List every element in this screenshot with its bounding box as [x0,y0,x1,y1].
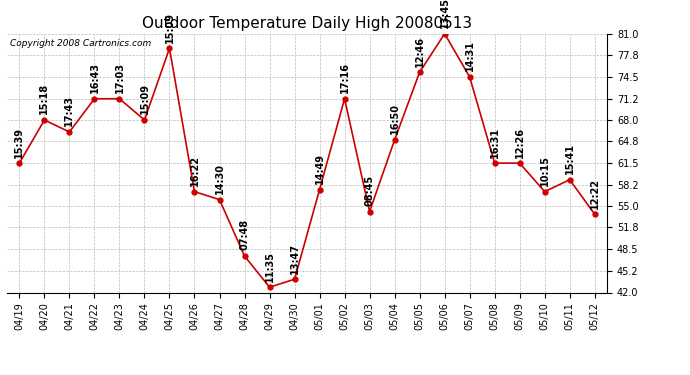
Text: 16:50: 16:50 [390,104,400,134]
Text: 10:15: 10:15 [540,155,550,186]
Text: 12:26: 12:26 [515,127,524,158]
Text: 17:16: 17:16 [339,62,350,93]
Text: 13:47: 13:47 [290,243,299,274]
Text: 17:43: 17:43 [64,95,75,126]
Text: 17:03: 17:03 [115,62,124,93]
Text: 14:49: 14:49 [315,153,324,184]
Text: Copyright 2008 Cartronics.com: Copyright 2008 Cartronics.com [10,39,151,48]
Text: 14:30: 14:30 [215,163,224,194]
Text: 16:22: 16:22 [190,155,199,186]
Text: 15:18: 15:18 [39,83,50,114]
Text: 15:09: 15:09 [139,84,150,114]
Text: 15:39: 15:39 [14,127,24,158]
Text: 12:46: 12:46 [415,36,424,67]
Text: 08:45: 08:45 [364,175,375,206]
Text: 15:41: 15:41 [564,143,575,174]
Text: 14:31: 14:31 [464,40,475,71]
Text: 12:22: 12:22 [590,178,600,209]
Text: 16:43: 16:43 [90,62,99,93]
Text: 15:09: 15:09 [164,12,175,43]
Text: 11:35: 11:35 [264,251,275,282]
Text: 16:31: 16:31 [490,127,500,158]
Title: Outdoor Temperature Daily High 20080513: Outdoor Temperature Daily High 20080513 [142,16,472,31]
Text: 07:48: 07:48 [239,219,250,251]
Text: 13:45: 13:45 [440,0,450,28]
